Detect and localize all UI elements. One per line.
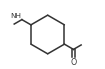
Text: NH: NH [10, 13, 21, 19]
Text: O: O [70, 58, 77, 67]
